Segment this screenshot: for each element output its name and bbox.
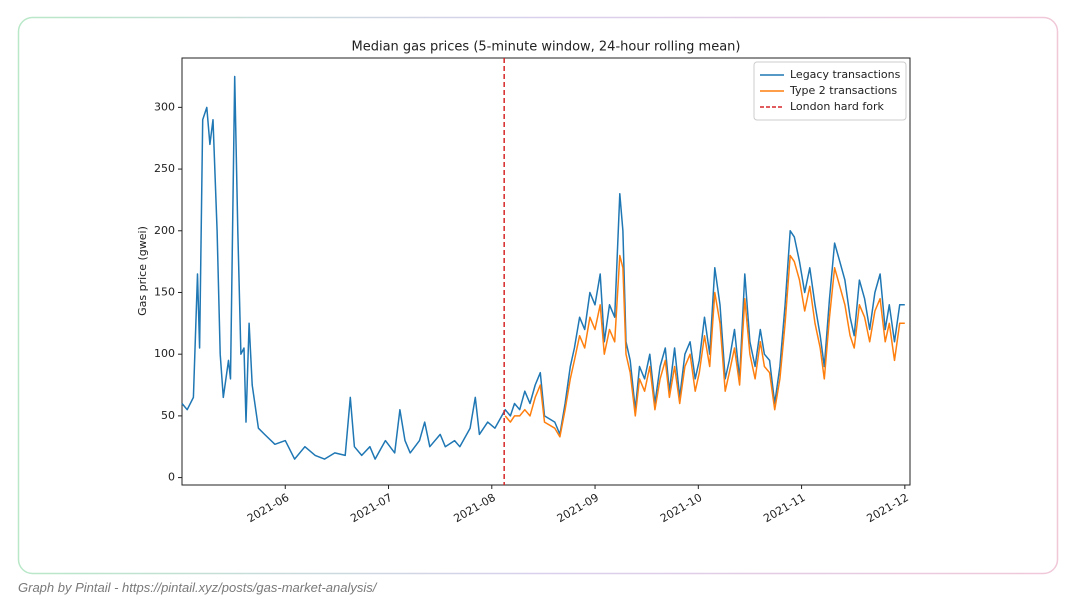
- card-border: [17, 16, 1059, 575]
- legend-label: Legacy transactions: [790, 68, 901, 81]
- legend-box: [753, 61, 907, 121]
- plot-frame: [181, 57, 911, 486]
- caption: Graph by Pintail - https://pintail.xyz/p…: [18, 580, 377, 595]
- y-tick-label: 100: [154, 347, 175, 360]
- y-tick-label: 50: [161, 409, 175, 422]
- y-axis-label: Gas price (gwei): [136, 226, 149, 316]
- chart-card: Median gas prices (5-minute window, 24-h…: [17, 16, 1059, 575]
- series-line: [504, 254, 905, 438]
- legend-label: Type 2 transactions: [789, 84, 897, 97]
- chart-title: Median gas prices (5-minute window, 24-h…: [352, 40, 741, 55]
- y-tick-label: 200: [154, 224, 175, 237]
- y-tick-label: 0: [168, 471, 175, 484]
- y-tick-label: 300: [154, 100, 175, 113]
- series-line: [181, 75, 905, 460]
- y-tick-label: 150: [154, 285, 175, 298]
- y-tick-label: 250: [154, 162, 175, 175]
- legend-label: London hard fork: [790, 100, 884, 113]
